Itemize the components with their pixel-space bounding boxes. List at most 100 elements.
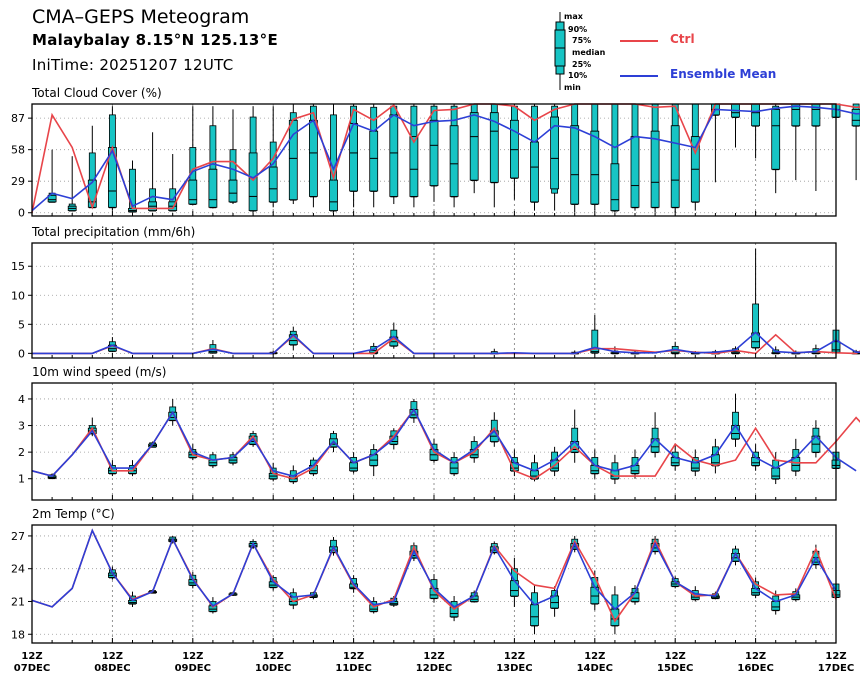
box-upper-tail [571,103,579,127]
init-time-label: IniTime: 20251207 12UTC [32,56,234,74]
y-tick-label: 87 [11,112,25,125]
box-upper-tail [651,427,659,440]
y-tick-label: 3 [18,420,25,433]
box-body [771,109,781,170]
box-body [47,194,57,203]
x-tick-label-hour: 12Z [102,651,123,662]
x-tick-label-hour: 12Z [584,651,605,662]
ctrl-legend-label: Ctrl [670,32,695,46]
x-tick-label-hour: 12Z [423,651,444,662]
legend-p75: 75% [572,36,592,45]
x-tick-label-date: 07DEC [14,663,50,674]
panel-title: Total Cloud Cover (%) [31,86,162,100]
box-body [771,601,781,611]
box-body [630,136,640,208]
legend-median: median [572,48,606,57]
y-tick-label: 18 [11,628,25,641]
box-upper-tail [571,427,579,442]
panel-title: 10m wind speed (m/s) [32,365,166,379]
box-body [610,163,620,211]
box-body [670,125,680,208]
x-tick-label-hour: 12Z [745,651,766,662]
legend-min: min [564,83,581,92]
box-body [369,130,379,192]
box-upper-tail [109,114,116,148]
meteogram-header: CMA–GEPS Meteogram Malaybalay 8.15°N 125… [0,0,860,95]
x-tick-label-hour: 12Z [825,651,846,662]
box-upper-tail [591,329,599,350]
x-tick-label-date: 11DEC [335,663,371,674]
x-tick-label-date: 09DEC [175,663,211,674]
box-upper-tail [812,427,820,437]
y-tick-label: 10 [11,289,25,302]
box-body [590,130,600,205]
y-tick-label: 0 [18,347,25,360]
x-tick-label-date: 13DEC [496,663,532,674]
box-upper-tail [691,103,699,138]
box-body [690,462,700,472]
box-body [489,112,499,183]
box-lower-tail [551,188,558,194]
mean-legend-line [620,75,658,77]
y-tick-label: 15 [11,260,25,273]
x-tick-label-date: 15DEC [657,663,693,674]
y-tick-label: 0 [18,207,25,220]
box-body [469,112,479,181]
box-legend-glyph [554,12,566,90]
y-tick-label: 24 [11,563,25,576]
box-upper-tail [88,152,96,181]
box-upper-tail [410,105,418,138]
box-body [650,130,660,208]
box-body [771,467,781,480]
legend-p90: 90% [568,25,588,34]
box-upper-tail [631,103,639,138]
box-body [409,136,419,197]
mean-legend-label: Ensemble Mean [670,67,777,81]
box-upper-tail [531,105,538,143]
box-body [248,152,258,211]
box-body [349,123,359,192]
box-body [268,166,278,203]
box-body [509,119,519,179]
box-upper-tail [490,103,498,114]
line-legend: Ctrl Ensemble Mean [620,26,820,86]
box-body [570,125,580,205]
box-upper-tail [752,303,759,334]
legend-p25: 25% [572,60,592,69]
panel-4: 2m Temp (°C) 18 21 24 27 [11,507,841,644]
box-body [329,179,338,211]
panel-title: Total precipitation (mm/6h) [31,225,195,239]
x-tick-label-hour: 12Z [343,651,364,662]
y-tick-label: 4 [18,393,25,406]
box-body [449,125,459,197]
box-body [429,119,439,186]
x-tick-label-date: 14DEC [577,663,613,674]
x-tick-label-hour: 12Z [263,651,284,662]
panel-frame [31,242,837,359]
panel-3: 10m wind speed (m/s) 1 2 3 4 [18,365,860,501]
x-tick-label-hour: 12Z [665,651,686,662]
box-body [208,168,218,208]
x-tick-label-date: 16DEC [737,663,773,674]
box-body [329,438,338,448]
y-tick-label: 27 [11,530,25,543]
box-body [188,179,198,205]
y-tick-label: 5 [18,318,25,331]
x-tick-label-date: 17DEC [818,663,854,674]
x-tick-label-date: 12DEC [416,663,452,674]
box-body [228,179,238,203]
box-upper-tail [591,103,599,132]
box-body [349,462,359,472]
y-tick-label: 1 [18,473,25,486]
y-tick-label: 21 [11,595,25,608]
box-body [389,114,399,197]
mean-series-line [31,528,837,611]
box-upper-tail [149,188,157,203]
legend-max: max [564,12,583,21]
box-legend: max 90% 75% median 25% 10% min [540,8,640,94]
y-tick-label: 29 [11,175,25,188]
legend-p10: 10% [568,71,588,80]
x-tick-label-date: 10DEC [255,663,291,674]
panel-1: Total Cloud Cover (%) 0 29 58 87 [11,86,860,220]
